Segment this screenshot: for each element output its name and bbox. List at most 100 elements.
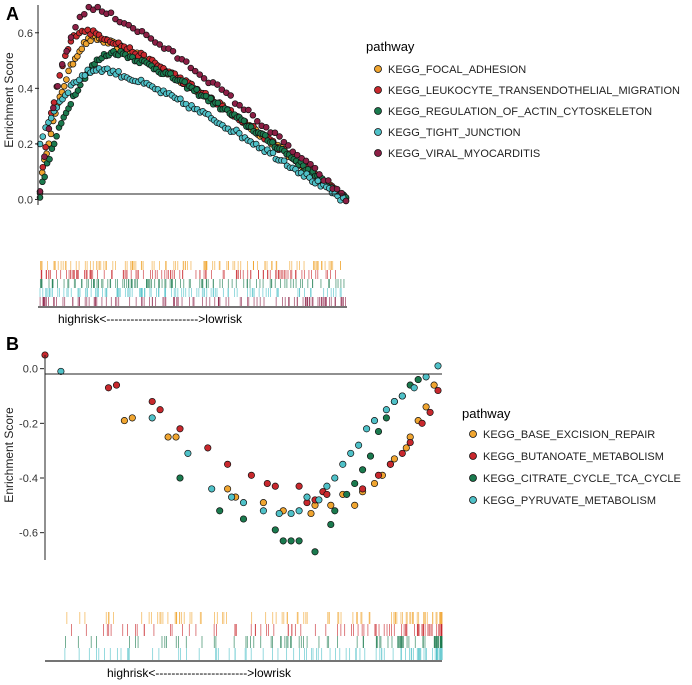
panel-a-ylabel: Enrichment Score [2,52,16,148]
data-point [406,438,414,447]
data-point [426,408,434,416]
data-point [374,471,383,479]
data-point [148,414,156,422]
data-point [58,120,65,127]
data-point [402,444,410,452]
data-point [370,417,379,425]
data-point [218,86,226,93]
data-point [181,78,188,86]
data-point [57,367,65,375]
data-point [262,132,269,139]
y-tick-label: -0.6 [19,528,38,540]
legend-item-label: KEGG_TIGHT_JUNCTION [388,127,521,139]
data-point [78,45,86,53]
data-point [200,75,208,82]
data-point [307,160,314,168]
y-tick-label: 0.0 [23,364,38,376]
legend-item-label: KEGG_CITRATE_CYCLE_TCA_CYCLE [483,473,681,485]
data-point [63,48,70,55]
data-point [295,482,303,490]
data-point [45,125,53,133]
data-point [331,507,339,515]
data-point [280,138,288,146]
data-point [422,403,430,411]
y-tick-label: 0.2 [18,139,33,151]
data-point [366,452,375,460]
data-point [351,501,359,509]
y-tick-label: -0.2 [19,418,38,430]
data-point [187,64,195,72]
legend-item-label: KEGG_REGULATION_OF_ACTIN_CYTOSKELETON [388,106,652,118]
data-point [41,153,48,160]
data-point [398,392,406,400]
data-point [370,479,379,488]
data-point [82,40,90,48]
data-point [275,509,283,518]
data-point [156,406,164,414]
legend-swatch [469,430,477,438]
data-point [53,133,60,140]
data-point [207,95,215,102]
data-point [191,67,199,75]
panel-b-ylabel: Enrichment Score [2,407,16,503]
data-point [287,537,295,545]
panel-b-legend-title: pathway [462,406,511,421]
data-point [293,151,301,159]
legend-item-label: KEGG_VIRAL_MYOCARDITIS [388,148,540,160]
data-point [224,485,232,493]
data-point [315,496,323,504]
data-point [224,460,232,468]
data-point [50,104,57,112]
data-point [69,60,77,68]
data-point [129,25,137,32]
data-point [72,23,79,31]
legend-item-label: KEGG_PYRUVATE_METABOLISM [483,495,656,507]
data-point [338,189,345,197]
y-tick-label: -0.4 [19,473,38,485]
legend-item-label: KEGG_BASE_EXCISION_REPAIR [483,429,655,441]
data-point [208,485,216,493]
data-point [386,460,394,468]
data-point [390,397,398,406]
data-point [177,95,184,103]
data-point [239,515,248,523]
data-point [307,509,315,518]
data-point [398,449,406,457]
legend-item-label: KEGG_LEUKOCYTE_TRANSENDOTHELIAL_MIGRATIO… [388,85,680,97]
data-point [254,118,261,125]
data-point [120,417,128,425]
data-point [359,485,367,493]
data-point [355,441,363,449]
data-point [239,499,248,507]
panel-a-legend: pathway KEGG_FOCAL_ADHESION KEGG_LEUKOCYT… [366,39,680,160]
legend-item-label: KEGG_FOCAL_ADHESION [388,64,526,76]
data-point [331,474,339,482]
data-point [342,197,350,205]
data-point [164,433,172,441]
data-point [74,87,82,94]
data-point [47,114,55,122]
panel-b-label: B [6,334,19,354]
data-point [434,362,442,370]
data-point [65,67,72,75]
panel-a: A Enrichment Score 0.0 0.2 0.4 0.6 highrisk… [2,3,680,326]
panel-a-label: A [6,4,19,24]
data-point [41,173,48,181]
legend-item-label: KEGG_BUTANOATE_METABOLISM [483,451,664,463]
data-point [81,72,89,79]
data-point [271,526,279,534]
data-point [271,482,279,490]
data-point [236,102,243,109]
data-point [327,501,335,509]
data-point [418,419,426,427]
panel-a-rank-label: highrisk<----------------------->lowrisk [58,312,243,326]
data-point [289,148,297,156]
data-point [374,427,383,436]
legend-swatch [469,452,477,460]
data-point [422,373,430,381]
data-point [156,41,163,48]
data-point [333,185,341,193]
data-point [104,384,113,392]
legend-swatch [469,474,477,482]
